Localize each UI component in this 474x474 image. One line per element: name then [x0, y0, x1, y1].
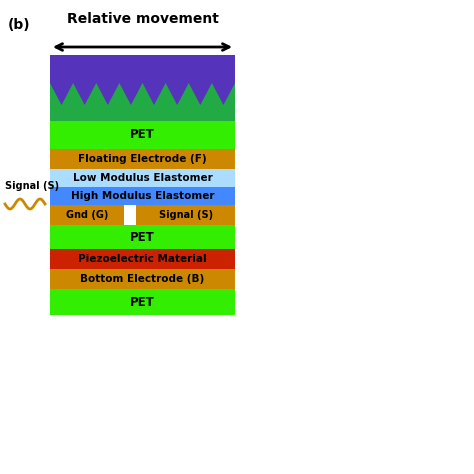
Text: PET: PET	[130, 295, 155, 309]
Polygon shape	[143, 83, 165, 105]
Bar	[50, 289, 235, 315]
Text: Signal (S): Signal (S)	[5, 181, 59, 191]
Text: (b): (b)	[8, 18, 31, 32]
Bar	[50, 269, 235, 289]
Ellipse shape	[51, 85, 69, 115]
Text: Floating Electrode (F): Floating Electrode (F)	[78, 154, 207, 164]
Bar	[50, 249, 235, 269]
Ellipse shape	[216, 85, 234, 115]
Polygon shape	[212, 83, 235, 105]
Bar	[124, 205, 137, 225]
Bar	[50, 169, 235, 187]
Bar	[50, 83, 235, 121]
Bar	[50, 149, 235, 169]
Text: Bottom Electrode (B): Bottom Electrode (B)	[81, 274, 205, 284]
Text: Relative movement: Relative movement	[66, 12, 219, 26]
Text: PET: PET	[130, 128, 155, 142]
Ellipse shape	[113, 85, 131, 115]
Text: Piezoelectric Material: Piezoelectric Material	[78, 254, 207, 264]
Bar	[50, 55, 235, 83]
Ellipse shape	[92, 85, 110, 115]
Text: High Modulus Elastomer: High Modulus Elastomer	[71, 191, 214, 201]
Bar	[50, 121, 235, 149]
Ellipse shape	[72, 85, 90, 115]
Polygon shape	[119, 83, 143, 105]
Polygon shape	[165, 83, 189, 105]
Text: Low Modulus Elastomer: Low Modulus Elastomer	[73, 173, 212, 183]
Polygon shape	[50, 83, 73, 105]
Ellipse shape	[195, 85, 213, 115]
Bar	[137, 205, 235, 225]
Text: Gnd (G): Gnd (G)	[66, 210, 109, 220]
Polygon shape	[73, 83, 96, 105]
Bar	[50, 100, 235, 123]
Ellipse shape	[174, 85, 192, 115]
Bar	[50, 187, 235, 205]
Bar	[50, 225, 235, 249]
Polygon shape	[96, 83, 119, 105]
Polygon shape	[189, 83, 212, 105]
Ellipse shape	[134, 85, 152, 115]
Text: Signal (S): Signal (S)	[159, 210, 213, 220]
Text: PET: PET	[130, 230, 155, 244]
Ellipse shape	[154, 85, 172, 115]
Bar	[50, 205, 124, 225]
